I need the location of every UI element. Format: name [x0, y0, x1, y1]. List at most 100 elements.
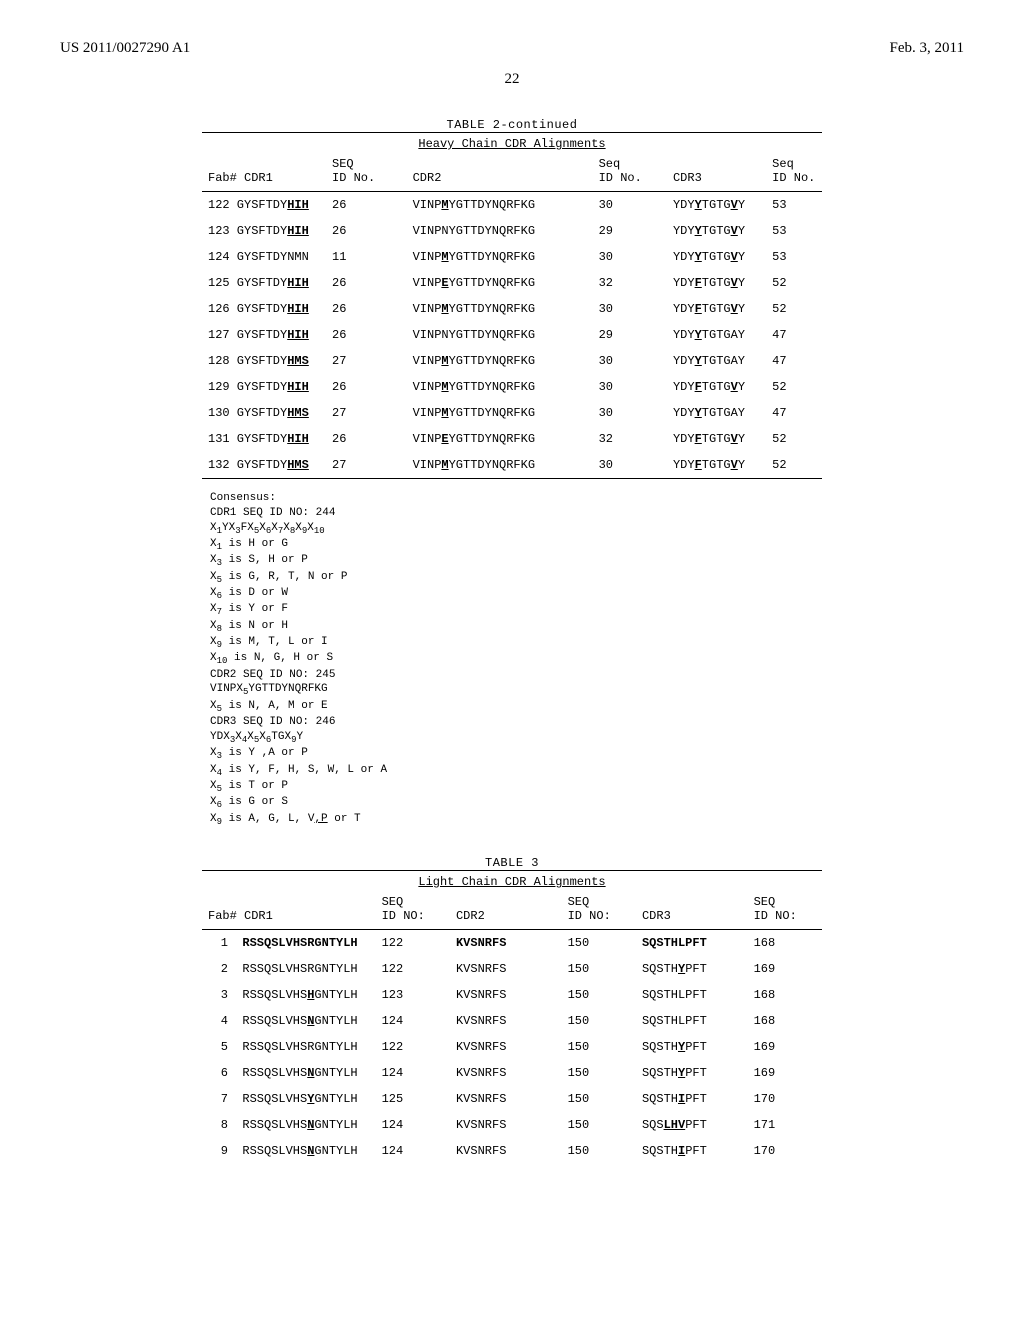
column-header: SEQ ID NO:: [376, 893, 450, 929]
table-row: 132 GYSFTDYHMS27VINPMYGTTDYNQRFKG30YDYFT…: [202, 452, 822, 478]
seq-id: 150: [562, 1060, 636, 1086]
seq-id: 150: [562, 1112, 636, 1138]
table-row: 127 GYSFTDYHIH26VINPNYGTTDYNQRFKG29YDYYT…: [202, 322, 822, 348]
seq-id: 32: [593, 426, 667, 452]
consensus-line: Consensus:: [210, 491, 964, 506]
seq-id: 52: [766, 296, 822, 322]
column-header: Fab# CDR1: [202, 155, 326, 191]
cdr3: YDYYTGTGVY: [667, 244, 766, 270]
seq-id: 150: [562, 982, 636, 1008]
seq-id: 26: [326, 322, 407, 348]
seq-id: 26: [326, 426, 407, 452]
cdr2: KVSNRFS: [450, 1034, 562, 1060]
cdr3: YDYFTGTGVY: [667, 426, 766, 452]
page-number: 22: [60, 71, 964, 88]
cdr2: KVSNRFS: [450, 1138, 562, 1164]
seq-id: 30: [593, 244, 667, 270]
seq-id: 27: [326, 400, 407, 426]
column-header: Seq ID No.: [593, 155, 667, 191]
fab-cdr1: 7 RSSQSLVHSYGNTYLH: [202, 1086, 376, 1112]
cdr3: YDYFTGTGVY: [667, 296, 766, 322]
cdr2: VINPMYGTTDYNQRFKG: [407, 452, 593, 478]
seq-id: 122: [376, 1034, 450, 1060]
cdr2: KVSNRFS: [450, 982, 562, 1008]
seq-id: 170: [748, 1138, 822, 1164]
fab-cdr1: 123 GYSFTDYHIH: [202, 218, 326, 244]
consensus-line: CDR3 SEQ ID NO: 246: [210, 715, 964, 730]
seq-id: 168: [748, 982, 822, 1008]
fab-cdr1: 3 RSSQSLVHSHGNTYLH: [202, 982, 376, 1008]
seq-id: 30: [593, 400, 667, 426]
table-row: 1 RSSQSLVHSRGNTYLH122KVSNRFS150SQSTHLPFT…: [202, 930, 822, 956]
seq-id: 150: [562, 1034, 636, 1060]
seq-id: 168: [748, 930, 822, 956]
cdr2: VINPMYGTTDYNQRFKG: [407, 192, 593, 218]
cdr2: KVSNRFS: [450, 1086, 562, 1112]
fab-cdr1: 128 GYSFTDYHMS: [202, 348, 326, 374]
consensus-line: X3 is Y ,A or P: [210, 746, 964, 762]
consensus-line: X4 is Y, F, H, S, W, L or A: [210, 763, 964, 779]
consensus-line: X6 is G or S: [210, 795, 964, 811]
consensus-line: X7 is Y or F: [210, 602, 964, 618]
table-row: 125 GYSFTDYHIH26VINPEYGTTDYNQRFKG32YDYFT…: [202, 270, 822, 296]
cdr2: VINPMYGTTDYNQRFKG: [407, 244, 593, 270]
fab-cdr1: 129 GYSFTDYHIH: [202, 374, 326, 400]
table-row: 6 RSSQSLVHSNGNTYLH124KVSNRFS150SQSTHYPFT…: [202, 1060, 822, 1086]
table-row: 5 RSSQSLVHSRGNTYLH122KVSNRFS150SQSTHYPFT…: [202, 1034, 822, 1060]
seq-id: 150: [562, 930, 636, 956]
cdr3: YDYFTGTGVY: [667, 452, 766, 478]
seq-id: 47: [766, 348, 822, 374]
table-2-grid: Fab# CDR1SEQ ID No.CDR2Seq ID No.CDR3Seq…: [202, 155, 822, 479]
table-3-title: TABLE 3: [202, 856, 822, 870]
seq-id: 124: [376, 1112, 450, 1138]
cdr3: YDYYTGTGAY: [667, 322, 766, 348]
table-row: 130 GYSFTDYHMS27VINPMYGTTDYNQRFKG30YDYYT…: [202, 400, 822, 426]
seq-id: 26: [326, 374, 407, 400]
fab-cdr1: 2 RSSQSLVHSRGNTYLH: [202, 956, 376, 982]
table-row: 124 GYSFTDYNMN11VINPMYGTTDYNQRFKG30YDYYT…: [202, 244, 822, 270]
seq-id: 27: [326, 452, 407, 478]
seq-id: 125: [376, 1086, 450, 1112]
patent-date: Feb. 3, 2011: [890, 40, 964, 57]
column-header: SEQ ID No.: [326, 155, 407, 191]
fab-cdr1: 132 GYSFTDYHMS: [202, 452, 326, 478]
table-3-subheading: Light Chain CDR Alignments: [202, 871, 822, 893]
seq-id: 124: [376, 1060, 450, 1086]
column-header: SEQ ID NO:: [748, 893, 822, 929]
column-header: CDR3: [636, 893, 748, 929]
seq-id: 53: [766, 218, 822, 244]
seq-id: 53: [766, 244, 822, 270]
consensus-line: X8 is N or H: [210, 619, 964, 635]
cdr2: VINPMYGTTDYNQRFKG: [407, 374, 593, 400]
seq-id: 29: [593, 218, 667, 244]
cdr3: SQSTHYPFT: [636, 956, 748, 982]
consensus-line: CDR1 SEQ ID NO: 244: [210, 506, 964, 521]
seq-id: 150: [562, 1086, 636, 1112]
consensus-line: X5 is T or P: [210, 779, 964, 795]
seq-id: 169: [748, 1060, 822, 1086]
table-row: 123 GYSFTDYHIH26VINPNYGTTDYNQRFKG29YDYYT…: [202, 218, 822, 244]
seq-id: 29: [593, 322, 667, 348]
table-row: 129 GYSFTDYHIH26VINPMYGTTDYNQRFKG30YDYFT…: [202, 374, 822, 400]
fab-cdr1: 6 RSSQSLVHSNGNTYLH: [202, 1060, 376, 1086]
seq-id: 32: [593, 270, 667, 296]
cdr2: KVSNRFS: [450, 1008, 562, 1034]
fab-cdr1: 131 GYSFTDYHIH: [202, 426, 326, 452]
cdr3: SQSTHLPFT: [636, 1008, 748, 1034]
consensus-line: X1YX3FX5X6X7X8X9X10: [210, 521, 964, 537]
seq-id: 123: [376, 982, 450, 1008]
patent-number: US 2011/0027290 A1: [60, 40, 190, 57]
seq-id: 11: [326, 244, 407, 270]
fab-cdr1: 9 RSSQSLVHSNGNTYLH: [202, 1138, 376, 1164]
consensus-line: X6 is D or W: [210, 586, 964, 602]
seq-id: 52: [766, 452, 822, 478]
cdr3: YDYFTGTGVY: [667, 374, 766, 400]
seq-id: 30: [593, 452, 667, 478]
seq-id: 30: [593, 296, 667, 322]
fab-cdr1: 1 RSSQSLVHSRGNTYLH: [202, 930, 376, 956]
column-header: Seq ID No.: [766, 155, 822, 191]
fab-cdr1: 122 GYSFTDYHIH: [202, 192, 326, 218]
consensus-line: X5 is G, R, T, N or P: [210, 570, 964, 586]
table-row: 126 GYSFTDYHIH26VINPMYGTTDYNQRFKG30YDYFT…: [202, 296, 822, 322]
table-row: 2 RSSQSLVHSRGNTYLH122KVSNRFS150SQSTHYPFT…: [202, 956, 822, 982]
